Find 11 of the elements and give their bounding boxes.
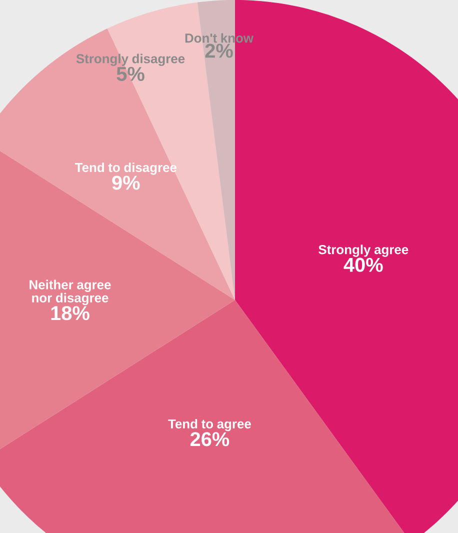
slice-label: Neither agree nor disagree [30,280,111,306]
data-label: 40% [344,258,383,272]
data-label: 5% [116,66,144,81]
data-label: 9% [112,176,140,190]
data-label: 26% [190,432,230,446]
slice-label: Strongly agree [318,244,408,257]
data-label: 2% [205,44,233,58]
slice-label: Tend to agree [168,418,251,432]
slice-label: Strongly disagree [76,54,185,66]
data-label: 18% [51,306,90,320]
slice-label: Tend to disagree [74,162,177,175]
